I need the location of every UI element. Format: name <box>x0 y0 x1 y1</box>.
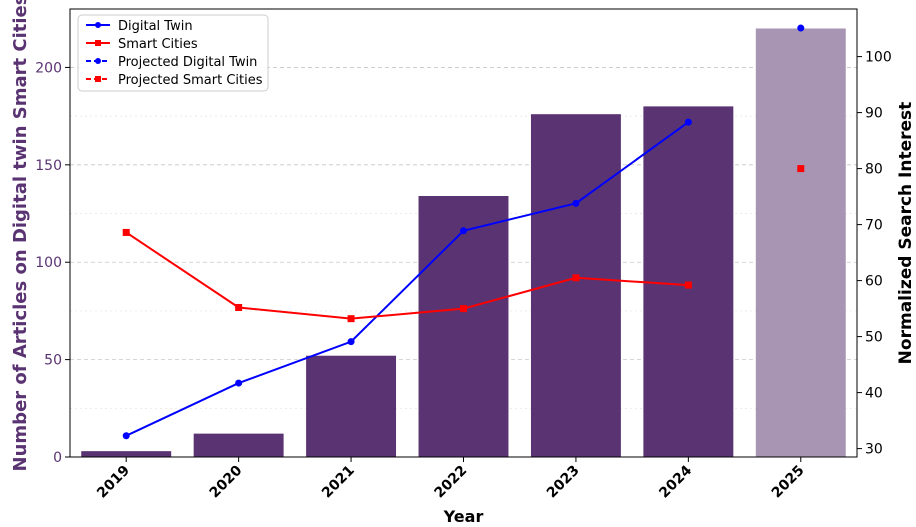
data-point <box>684 118 692 126</box>
data-point <box>797 24 805 32</box>
series-line <box>125 121 689 437</box>
data-point <box>347 338 355 346</box>
data-point <box>572 274 580 282</box>
x-axis: 2019 2020 2021 2022 2023 2024 2025 <box>94 457 808 502</box>
right-tick-label: 70 <box>865 218 883 234</box>
legend: Digital Twin Smart Cities Projected Digita… <box>77 14 269 92</box>
bar <box>193 433 284 457</box>
data-point <box>460 305 467 313</box>
data-point <box>460 227 467 235</box>
left-y-axis: 0 50 100 150 200 <box>35 60 70 466</box>
series-line <box>125 231 689 320</box>
x-tick-label: 2021 <box>319 463 358 502</box>
x-tick-label: 2022 <box>431 463 470 502</box>
bar <box>306 355 397 457</box>
bars <box>81 28 846 458</box>
bar <box>418 195 509 457</box>
right-tick-label: 100 <box>865 50 892 66</box>
data-point <box>572 199 580 207</box>
left-axis-title: Number of Articles on Digital twin Smart… <box>10 0 31 471</box>
left-tick-label: 150 <box>35 158 62 174</box>
data-point <box>95 58 101 64</box>
right-tick-label: 40 <box>865 386 883 402</box>
left-tick-label: 50 <box>44 353 62 369</box>
right-tick-label: 60 <box>865 274 883 290</box>
line-series <box>122 24 805 440</box>
data-point <box>95 22 101 28</box>
legend-box <box>77 14 269 92</box>
data-point <box>95 40 101 46</box>
legend-label: Projected Smart Cities <box>118 73 263 88</box>
x-tick-label: 2024 <box>656 462 695 501</box>
left-tick-label: 200 <box>35 60 62 76</box>
legend-label: Smart Cities <box>118 37 198 52</box>
data-point <box>235 379 243 387</box>
right-axis-title: Normalized Search Interest <box>896 102 916 365</box>
x-tick-label: 2025 <box>769 463 808 502</box>
right-y-axis: 30 40 50 60 70 80 90 100 <box>857 50 892 458</box>
legend-label: Digital Twin <box>118 19 193 34</box>
legend-label: Projected Digital Twin <box>118 55 257 70</box>
x-tick-label: 2019 <box>94 463 133 502</box>
data-point <box>122 228 130 236</box>
right-tick-label: 80 <box>865 162 883 178</box>
data-point <box>122 432 130 440</box>
data-point <box>95 76 101 82</box>
data-point <box>235 303 243 311</box>
x-tick-label: 2020 <box>207 462 246 501</box>
right-tick-label: 90 <box>865 106 883 122</box>
data-point <box>347 315 355 323</box>
x-axis-title: Year <box>443 507 484 526</box>
right-tick-label: 30 <box>865 442 883 458</box>
left-tick-label: 100 <box>35 255 62 271</box>
data-point <box>684 281 692 289</box>
bar <box>81 451 172 457</box>
data-point <box>797 165 805 173</box>
left-tick-label: 0 <box>53 450 62 466</box>
x-tick-label: 2023 <box>544 463 583 502</box>
right-tick-label: 50 <box>865 330 883 346</box>
bar <box>755 28 846 457</box>
